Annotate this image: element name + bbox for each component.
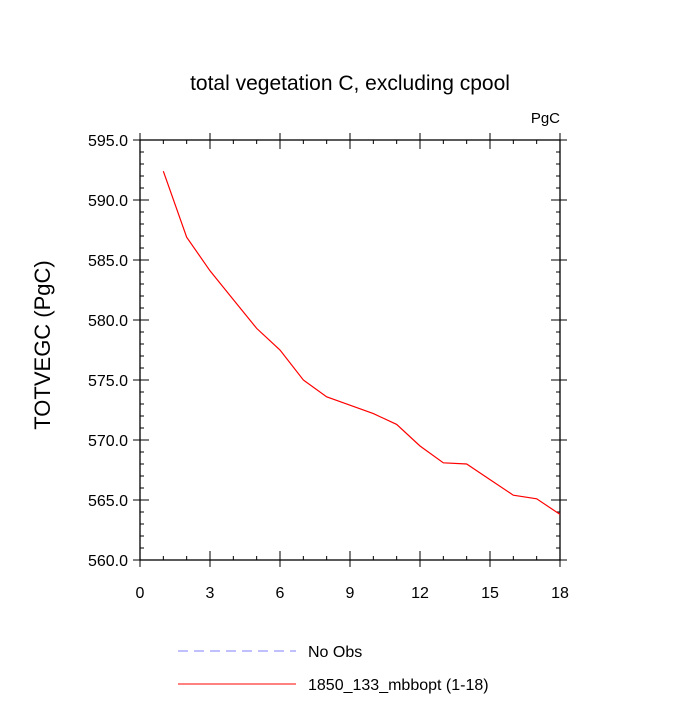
y-tick-label: 570.0: [88, 433, 128, 450]
y-tick-label: 590.0: [88, 193, 128, 210]
series-layer: [162, 170, 561, 515]
y-tick-label: 560.0: [88, 553, 128, 570]
y-tick-label: 580.0: [88, 313, 128, 330]
x-tick-label: 6: [276, 585, 285, 602]
x-tick-label: 9: [346, 585, 355, 602]
y-tick-label: 585.0: [88, 253, 128, 270]
x-tick-label: 3: [206, 585, 215, 602]
series-line: [162, 170, 561, 515]
y-tick-label: 595.0: [88, 133, 128, 150]
x-tick-label: 15: [481, 585, 499, 602]
tick-labels: 560.0 565.0 570.0 575.0 580.0 585.0 590.0 595.0…: [88, 133, 569, 602]
x-tick-label: 12: [411, 585, 429, 602]
y-tick-label: 565.0: [88, 493, 128, 510]
chart-title: total vegetation C, excluding cpool: [190, 72, 510, 95]
x-tick-label: 18: [551, 585, 569, 602]
plot-frame: [139, 139, 561, 561]
y-tick-label: 575.0: [88, 373, 128, 390]
minor-ticks: [140, 140, 560, 560]
legend: No Obs 1850_133_mbbopt (1-18): [178, 644, 489, 694]
x-tick-label: 0: [136, 585, 145, 602]
major-ticks: [133, 133, 567, 567]
units-label: PgC: [531, 110, 560, 127]
y-axis-label: TOTVEGC (PgC): [30, 260, 55, 430]
legend-label: 1850_133_mbbopt (1-18): [308, 677, 489, 694]
legend-label: No Obs: [308, 644, 362, 661]
